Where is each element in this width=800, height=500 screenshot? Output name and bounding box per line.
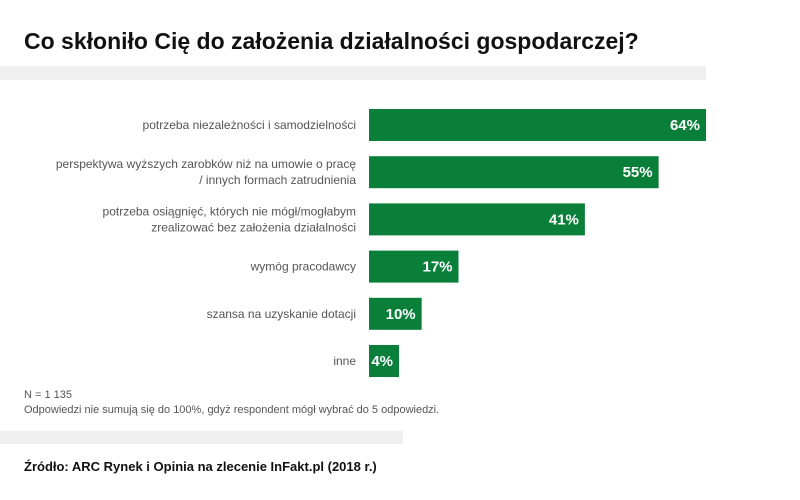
sample-size-note: N = 1 135 (24, 389, 73, 401)
source-note: Źródło: ARC Rynek i Opinia na zlecenie I… (24, 459, 377, 474)
bar-3 (369, 250, 459, 283)
bar-value-label-1: 55% (623, 164, 653, 181)
bar-value-label-4: 10% (386, 306, 416, 323)
category-label-2-line-1: zrealizować bez założenia działalności (151, 220, 356, 234)
bar-4 (369, 297, 422, 330)
sum-note: Odpowiedzi nie sumują się do 100%, gdyż … (24, 404, 440, 416)
bar-2 (369, 203, 585, 236)
category-label-5-line-0: inne (333, 354, 356, 368)
category-label-2-line-0: potrzeba osiągnięć, których nie mógł/mog… (103, 204, 356, 218)
bar-value-label-3: 17% (422, 259, 452, 276)
bar-value-label-5: 4% (371, 353, 393, 370)
bar-value-label-0: 64% (670, 117, 700, 134)
bar-5 (369, 345, 399, 377)
bar-1 (369, 156, 659, 189)
category-label-1-line-0: perspektywa wyższych zarobków niż na umo… (56, 157, 356, 171)
category-label-1-line-1: / innych formach zatrudnienia (199, 173, 356, 187)
category-label-0-line-0: potrzeba niezależności i samodzielności (143, 118, 356, 132)
category-label-3-line-0: wymóg pracodawcy (250, 260, 356, 274)
category-label-4-line-0: szansa na uzyskanie dotacji (207, 307, 356, 321)
bar-value-label-2: 41% (549, 211, 579, 228)
title-divider-band (0, 66, 706, 80)
bar-0 (369, 109, 706, 141)
chart-title: Co skłoniło Cię do założenia działalnośc… (24, 28, 639, 54)
footer-divider-band (0, 431, 403, 444)
